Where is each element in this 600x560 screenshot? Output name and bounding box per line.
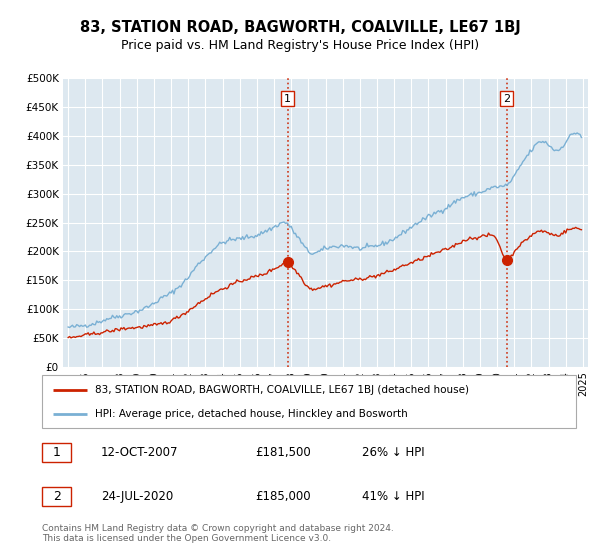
FancyBboxPatch shape	[42, 487, 71, 506]
Text: 1: 1	[284, 94, 291, 104]
Text: 83, STATION ROAD, BAGWORTH, COALVILLE, LE67 1BJ: 83, STATION ROAD, BAGWORTH, COALVILLE, L…	[80, 20, 520, 35]
FancyBboxPatch shape	[42, 375, 576, 428]
FancyBboxPatch shape	[42, 444, 71, 463]
Text: 83, STATION ROAD, BAGWORTH, COALVILLE, LE67 1BJ (detached house): 83, STATION ROAD, BAGWORTH, COALVILLE, L…	[95, 385, 469, 395]
Text: £185,000: £185,000	[256, 490, 311, 503]
Text: £181,500: £181,500	[256, 446, 311, 459]
Text: 2: 2	[53, 490, 61, 503]
Text: 41% ↓ HPI: 41% ↓ HPI	[362, 490, 425, 503]
Text: 1: 1	[53, 446, 61, 459]
Text: 26% ↓ HPI: 26% ↓ HPI	[362, 446, 425, 459]
Text: 12-OCT-2007: 12-OCT-2007	[101, 446, 178, 459]
Text: 24-JUL-2020: 24-JUL-2020	[101, 490, 173, 503]
Text: Price paid vs. HM Land Registry's House Price Index (HPI): Price paid vs. HM Land Registry's House …	[121, 39, 479, 52]
Text: Contains HM Land Registry data © Crown copyright and database right 2024.
This d: Contains HM Land Registry data © Crown c…	[42, 524, 394, 543]
Text: 2: 2	[503, 94, 510, 104]
Text: HPI: Average price, detached house, Hinckley and Bosworth: HPI: Average price, detached house, Hinc…	[95, 408, 408, 418]
